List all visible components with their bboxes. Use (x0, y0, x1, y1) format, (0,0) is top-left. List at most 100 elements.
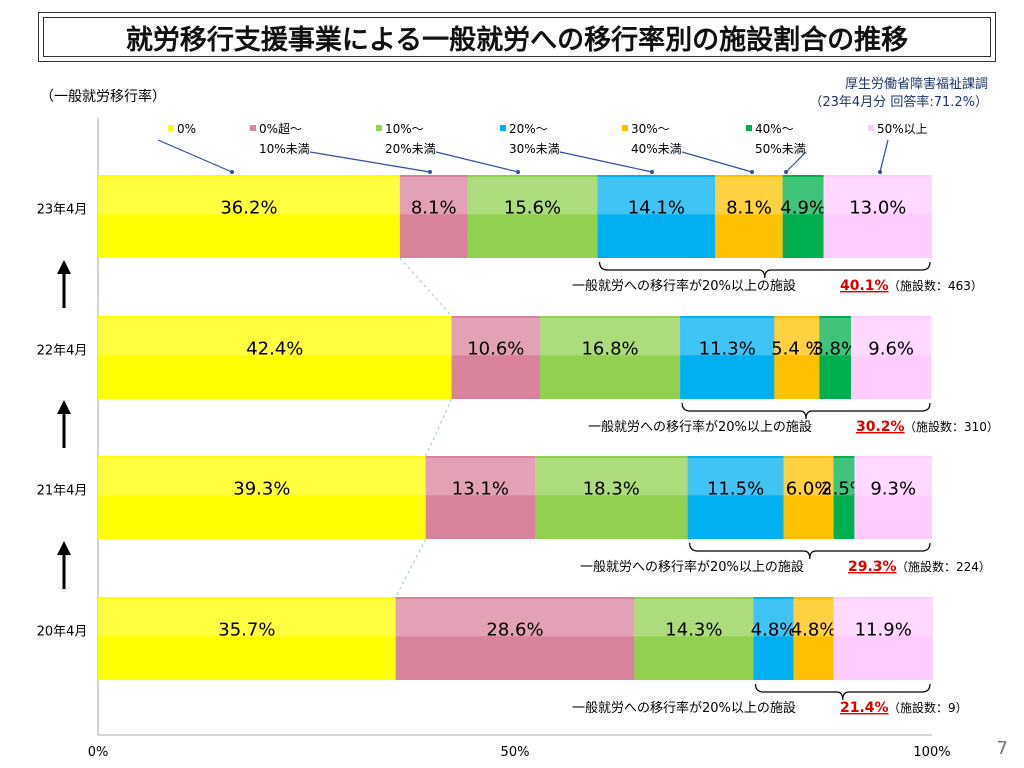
legend-label: 20%～ (509, 122, 548, 136)
data-label: 39.3% (233, 479, 290, 500)
bar-segment-gloss (687, 458, 784, 496)
bar-segment-gloss (535, 458, 688, 496)
bar-segment-shade (98, 316, 452, 399)
bar-segment-shade (597, 175, 716, 258)
legend-pointer (879, 139, 889, 173)
legend-label: 40%未満 (631, 142, 682, 156)
legend-pointer-head (750, 170, 754, 174)
data-label: 14.3% (665, 620, 722, 641)
up-arrow-head (57, 400, 71, 414)
legend-label: 0% (177, 122, 196, 136)
annotation-count: （施設数：310） (904, 419, 999, 434)
bar-segment-gloss (833, 599, 933, 637)
bar-segment-gloss (425, 458, 536, 496)
data-label: 6.0% (786, 479, 832, 500)
bar-segment-shade (793, 597, 834, 680)
bar-segment-gloss (597, 177, 716, 215)
bar-segment-gloss (680, 318, 775, 356)
bar-segment-shade (680, 316, 775, 399)
bar-segment-shade (467, 175, 598, 258)
data-label: 35.7% (218, 620, 275, 641)
bar-segment-shade (634, 597, 754, 680)
bar-segment-shade (833, 597, 933, 680)
bar-segment-gloss (451, 318, 541, 356)
bar-segment-gloss (634, 599, 754, 637)
bracket (681, 402, 931, 420)
bar-segment-shade (823, 175, 932, 258)
bar-segment-shade (98, 597, 396, 680)
legend-pointer-head (230, 170, 234, 174)
bar-segment-shade (774, 316, 820, 399)
legend-swatch (168, 125, 174, 131)
data-label: 4.8% (751, 620, 797, 641)
x-tick-label: 0% (88, 745, 109, 760)
bar-segment-gloss (823, 177, 932, 215)
bar-segment-shade (782, 175, 824, 258)
legend-label: 40%～ (755, 122, 794, 136)
y-axis-label: （一般就労移行率） (40, 89, 166, 105)
x-tick-label: 100% (913, 745, 950, 760)
bar-segment-shade (98, 175, 400, 258)
data-label: 3.8% (812, 339, 858, 360)
bar-segment-gloss (98, 318, 452, 356)
connector-line (395, 538, 427, 598)
legend-pointer-head (516, 170, 520, 174)
bracket (689, 542, 931, 560)
bar-segment-gloss (467, 177, 598, 215)
bar-segment-shade (395, 597, 635, 680)
bar-segment-gloss (98, 458, 426, 496)
bracket (754, 683, 931, 701)
annotation-percent: 30.2% (856, 419, 905, 435)
page-title: 就労移行支援事業による一般就労への移行率別の施設割合の推移 (125, 24, 909, 56)
data-label: 42.4% (246, 339, 303, 360)
data-label: 11.5% (707, 479, 764, 500)
data-label: 13.1% (452, 479, 509, 500)
legend-pointer (435, 151, 519, 173)
annotation-text: 一般就労への移行率が20%以上の施設 (572, 700, 796, 716)
legend-swatch (622, 125, 628, 131)
bar-segment-shade (687, 456, 784, 539)
legend-pointer-head (650, 170, 654, 174)
bar-segment-shade (851, 316, 932, 399)
annotation-count: （施設数：463） (888, 278, 983, 293)
data-label: 9.6% (868, 339, 914, 360)
bar-segment-gloss (833, 458, 855, 496)
data-label: 16.8% (581, 339, 638, 360)
data-label: 8.1% (411, 198, 457, 219)
data-label: 9.3% (870, 479, 916, 500)
data-label: 28.6% (486, 620, 543, 641)
data-label: 36.2% (220, 198, 277, 219)
bar-segment-shade (715, 175, 783, 258)
x-tick-label: 50% (501, 745, 530, 760)
bar-segment-shade (98, 456, 426, 539)
data-label: 10.6% (467, 339, 524, 360)
legend-label: 20%未満 (385, 142, 436, 156)
legend-pointer (681, 151, 753, 173)
annotation-percent: 21.4% (840, 700, 889, 716)
page-number: 7 (996, 738, 1008, 759)
data-label: 8.1% (726, 198, 772, 219)
bar-segment-gloss (540, 318, 681, 356)
data-label: 13.0% (849, 198, 906, 219)
annotation-percent: 29.3% (848, 559, 897, 575)
category-label: 20年4月 (37, 625, 88, 640)
bar-segment-gloss (782, 177, 824, 215)
legend-swatch (746, 125, 752, 131)
legend-pointer (157, 139, 233, 173)
source-line-1: 厚生労働省障害福祉課調 (844, 77, 988, 92)
bar-segment-gloss (399, 177, 468, 215)
bracket (598, 261, 931, 279)
up-arrow-head (57, 541, 71, 555)
legend-pointer (559, 151, 653, 173)
bar-segment-shade (540, 316, 681, 399)
connector-line (399, 257, 452, 317)
annotation-count: （施設数：9） (888, 700, 968, 715)
legend-pointer-head (784, 170, 788, 174)
bar-segment-gloss (854, 458, 932, 496)
data-label: 11.9% (855, 620, 912, 641)
category-label: 21年4月 (37, 484, 88, 499)
data-label: 11.3% (699, 339, 756, 360)
legend-pointer-head (428, 170, 432, 174)
bar-segment-gloss (819, 318, 852, 356)
